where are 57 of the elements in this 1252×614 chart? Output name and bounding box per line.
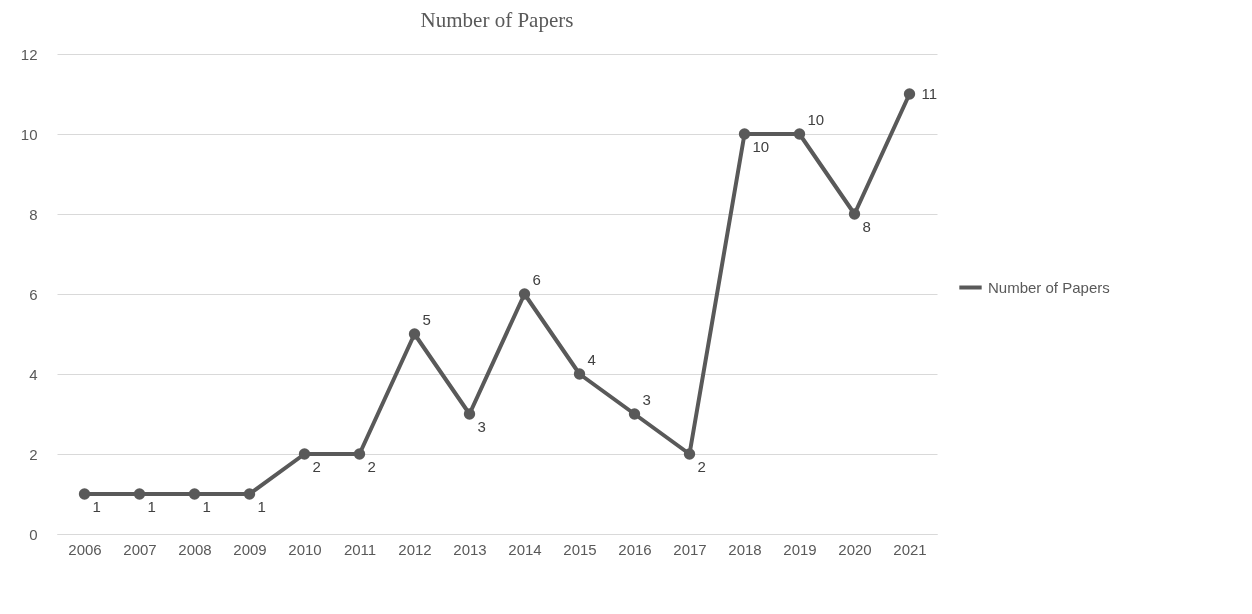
data-label: 11	[921, 85, 938, 102]
data-label: 8	[862, 218, 871, 235]
data-label: 6	[532, 271, 541, 288]
point	[683, 448, 696, 460]
data-label: 5	[422, 311, 431, 328]
point	[353, 448, 366, 460]
point	[78, 488, 91, 500]
data-label: 1	[257, 498, 266, 515]
x-tick-label: 2019	[783, 540, 817, 558]
point	[793, 128, 806, 140]
data-label: 2	[697, 458, 706, 475]
x-tick-label: 2015	[563, 540, 597, 558]
x-tick-label: 2012	[398, 540, 432, 558]
x-tick-label: 2018	[728, 540, 762, 558]
x-tick-label: 2007	[123, 540, 157, 558]
x-tick-label: 2021	[893, 540, 927, 558]
x-tick-label: 2017	[673, 540, 707, 558]
legend-label: Number of Papers	[988, 278, 1110, 296]
data-label: 3	[477, 418, 486, 435]
x-tick-label: 2011	[343, 540, 377, 558]
data-label: 1	[147, 498, 156, 515]
point	[848, 208, 861, 220]
x-tick-label: 2006	[68, 540, 102, 558]
x-tick-label: 2009	[233, 540, 267, 558]
data-label: 1	[202, 498, 211, 515]
data-label: 2	[367, 458, 376, 475]
y-tick-label: 8	[29, 205, 38, 223]
data-label: 4	[587, 351, 596, 368]
point	[573, 368, 586, 380]
point	[463, 408, 476, 420]
x-tick-label: 2013	[453, 540, 487, 558]
chart-title: Number of Papers	[420, 8, 574, 32]
point	[408, 328, 421, 340]
data-label: 3	[642, 391, 651, 408]
point	[738, 128, 751, 140]
point	[518, 288, 531, 300]
y-tick-label: 0	[29, 525, 38, 543]
point	[133, 488, 146, 500]
point	[628, 408, 641, 420]
x-tick-label: 2016	[618, 540, 652, 558]
data-label: 1	[92, 498, 101, 515]
x-tick-label: 2010	[288, 540, 322, 558]
point	[243, 488, 256, 500]
data-label: 10	[807, 111, 825, 128]
point	[298, 448, 311, 460]
data-label: 10	[752, 138, 770, 155]
x-tick-label: 2020	[838, 540, 872, 558]
y-tick-label: 12	[20, 45, 38, 63]
x-tick-label: 2014	[508, 540, 542, 558]
y-tick-label: 6	[29, 285, 38, 303]
point	[188, 488, 201, 500]
y-tick-label: 2	[29, 445, 38, 463]
point	[903, 88, 916, 100]
x-tick-label: 2008	[178, 540, 212, 558]
y-tick-label: 4	[29, 365, 38, 383]
y-tick-label: 10	[20, 125, 38, 143]
data-label: 2	[312, 458, 321, 475]
